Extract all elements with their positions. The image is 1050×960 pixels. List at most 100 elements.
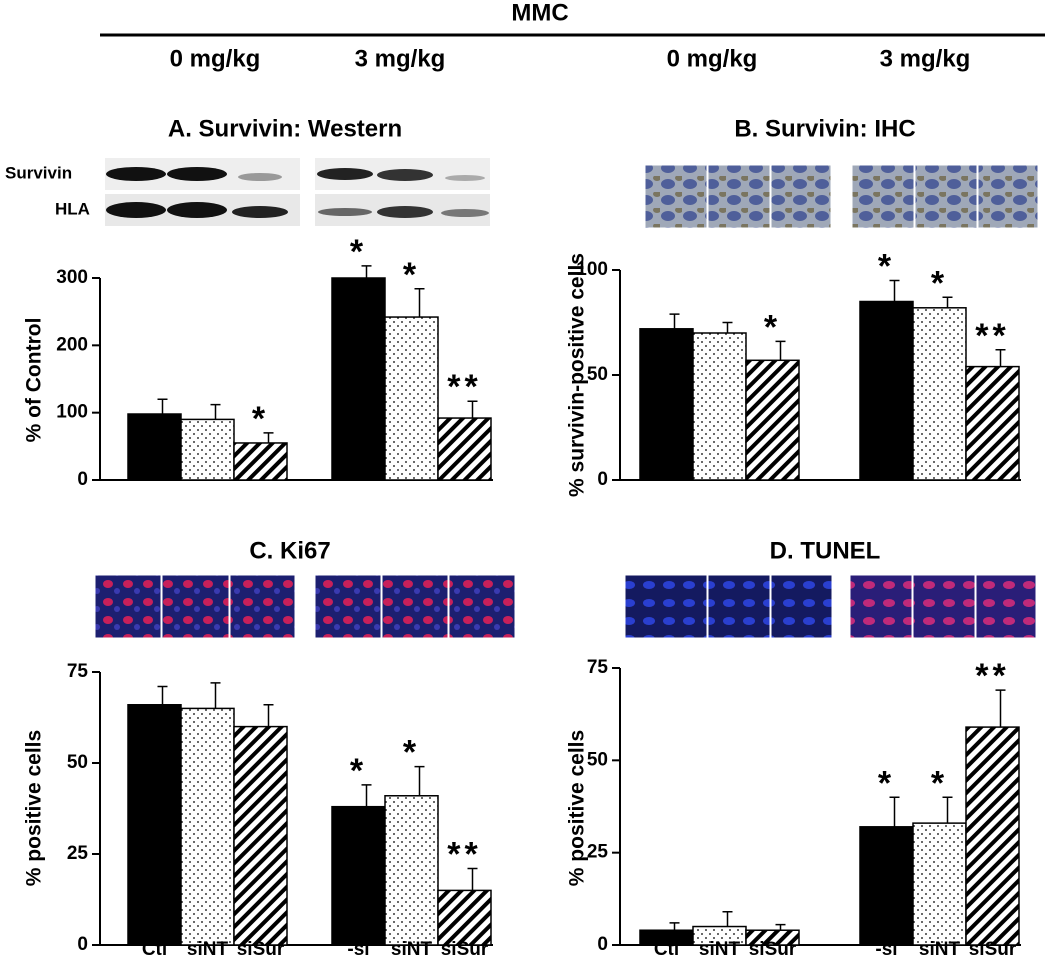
bar xyxy=(912,307,967,481)
chart-title: A. Survivin: Western xyxy=(168,115,402,142)
x-tick-label: siNT xyxy=(699,939,741,960)
x-tick-label: siNT xyxy=(187,939,229,960)
chart-title: C. Ki67 xyxy=(249,537,330,564)
significance-mark: * xyxy=(403,256,420,294)
error-bar xyxy=(722,321,733,333)
error-bar xyxy=(361,265,372,278)
error-bar xyxy=(669,313,680,329)
significance-mark: * xyxy=(764,308,781,346)
bar xyxy=(437,889,492,946)
error-bar xyxy=(414,765,425,796)
chart-title: D. TUNEL xyxy=(770,537,881,564)
error-bar xyxy=(414,288,425,318)
error-bar xyxy=(889,796,900,827)
x-tick-label: siSur xyxy=(441,939,489,960)
y-tick-label: 100 xyxy=(576,259,608,280)
blot-label: HLA xyxy=(55,199,90,218)
x-tick-label: -si xyxy=(875,939,897,960)
bar xyxy=(965,365,1020,481)
significance-mark: * xyxy=(878,247,895,285)
dose-label: 3 mg/kg xyxy=(355,45,446,72)
error-bar xyxy=(157,685,168,705)
y-tick-label: 0 xyxy=(77,469,88,490)
significance-mark: * xyxy=(403,734,420,772)
bar xyxy=(331,805,386,946)
bar xyxy=(384,795,439,946)
tunel-images xyxy=(624,574,1037,639)
error-bar xyxy=(775,340,786,361)
western-blot xyxy=(105,158,490,226)
bar xyxy=(180,707,235,946)
error-bar xyxy=(210,403,221,420)
error-bar xyxy=(210,682,221,709)
bar xyxy=(859,826,914,946)
y-axis-label: % positive cells xyxy=(566,730,589,886)
error-bar xyxy=(467,867,478,891)
x-tick-label: Ctl xyxy=(654,939,679,960)
y-tick-label: 25 xyxy=(67,843,89,864)
bar xyxy=(233,442,288,481)
error-bar xyxy=(157,398,168,415)
x-tick-label: siSur xyxy=(969,939,1017,960)
significance-mark: ** xyxy=(447,836,481,874)
y-tick-label: 100 xyxy=(56,402,88,423)
y-tick-label: 300 xyxy=(56,267,88,288)
dose-label: 3 mg/kg xyxy=(880,45,971,72)
y-tick-label: 200 xyxy=(56,334,88,355)
error-bar xyxy=(722,911,733,927)
x-tick-label: siSur xyxy=(749,939,797,960)
chart-title: B. Survivin: IHC xyxy=(734,115,915,142)
error-bar xyxy=(775,923,786,931)
error-bar xyxy=(263,432,274,443)
y-tick-label: 75 xyxy=(67,661,89,682)
error-bar xyxy=(263,704,274,727)
x-tick-label: -si xyxy=(347,939,369,960)
header-title: MMC xyxy=(511,0,568,26)
y-axis-label: % survivin-positive cells xyxy=(566,253,589,497)
y-tick-label: 25 xyxy=(587,842,609,863)
error-bar xyxy=(889,279,900,302)
bar xyxy=(180,418,235,481)
y-axis-label: % positive cells xyxy=(23,730,46,886)
error-bar xyxy=(995,689,1006,728)
bar xyxy=(437,417,492,481)
ki67-images xyxy=(94,574,516,639)
y-axis-label: % of Control xyxy=(23,318,46,443)
significance-mark: * xyxy=(931,764,948,802)
significance-mark: ** xyxy=(975,317,1009,355)
dose-label: 0 mg/kg xyxy=(667,45,758,72)
significance-mark: * xyxy=(350,752,367,790)
x-tick-label: siSur xyxy=(237,939,285,960)
error-bar xyxy=(467,400,478,419)
y-tick-label: 75 xyxy=(587,657,609,678)
bar xyxy=(745,359,800,481)
bar xyxy=(127,413,182,481)
bar xyxy=(912,822,967,946)
significance-mark: ** xyxy=(447,368,481,406)
blot-label: Survivin xyxy=(5,163,72,182)
y-tick-label: 50 xyxy=(587,364,608,385)
x-tick-label: siNT xyxy=(391,939,433,960)
error-bar xyxy=(942,296,953,308)
error-bar xyxy=(361,784,372,807)
bar xyxy=(965,726,1020,946)
bar xyxy=(745,929,800,946)
bar xyxy=(859,300,914,481)
bar xyxy=(233,725,288,946)
ihc-images xyxy=(644,164,1039,229)
significance-mark: * xyxy=(931,264,948,302)
y-tick-label: 0 xyxy=(77,934,88,955)
significance-mark: ** xyxy=(975,657,1009,695)
dose-label: 0 mg/kg xyxy=(170,45,261,72)
x-tick-label: Ctl xyxy=(142,939,167,960)
bar xyxy=(331,277,386,481)
y-tick-label: 50 xyxy=(587,749,608,770)
bar xyxy=(127,704,182,946)
error-bar xyxy=(669,922,680,931)
error-bar xyxy=(942,796,953,824)
significance-mark: * xyxy=(878,764,895,802)
y-tick-label: 50 xyxy=(67,752,88,773)
bar xyxy=(384,316,439,481)
bar xyxy=(692,332,747,481)
